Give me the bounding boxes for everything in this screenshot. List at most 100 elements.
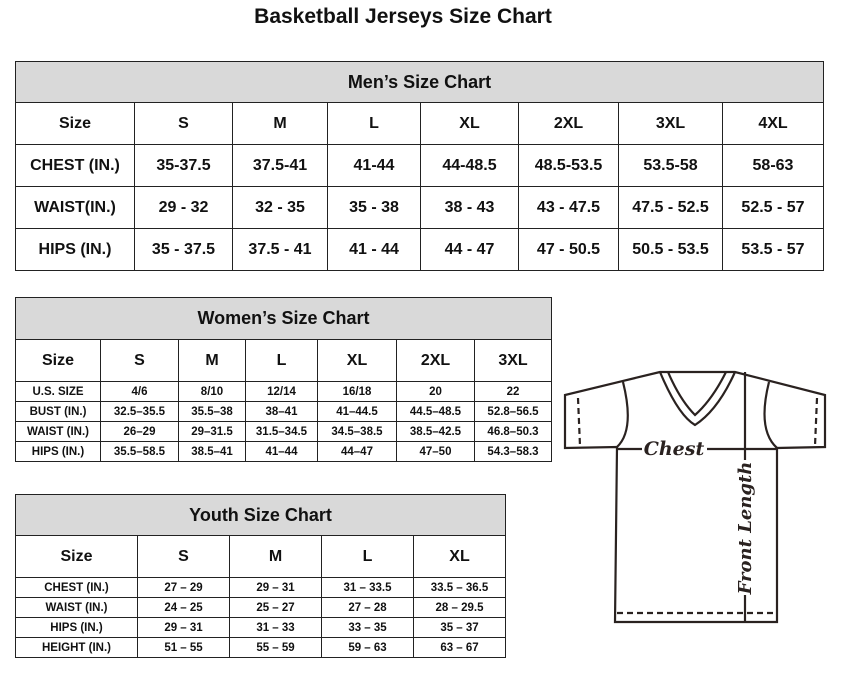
value-cell: 29 – 31 — [137, 617, 230, 638]
chest-label: Chest — [644, 438, 705, 460]
size-header-cell: 3XL — [618, 102, 723, 145]
value-cell: 12/14 — [245, 381, 318, 402]
value-cell: 32.5–35.5 — [100, 401, 179, 422]
value-cell: 27 – 29 — [137, 577, 230, 598]
value-cell: 26–29 — [100, 421, 179, 442]
value-cell: 38.5–41 — [178, 441, 246, 462]
value-cell: 43 - 47.5 — [518, 186, 619, 229]
measure-label: HEIGHT (IN.) — [15, 637, 138, 658]
value-cell: 25 – 27 — [229, 597, 322, 618]
page-title: Basketball Jerseys Size Chart — [254, 5, 552, 28]
measure-label: WAIST (IN.) — [15, 597, 138, 618]
value-cell: 52.8–56.5 — [473, 401, 553, 422]
value-cell: 27 – 28 — [321, 597, 414, 618]
jersey-outline — [563, 370, 827, 624]
value-cell: 37.5 - 41 — [232, 228, 328, 271]
value-cell: 38–41 — [245, 401, 318, 422]
value-cell: 32 - 35 — [232, 186, 328, 229]
size-header-cell: L — [327, 102, 421, 145]
size-header-cell: S — [134, 102, 233, 145]
size-header-cell: M — [229, 535, 322, 578]
size-header-cell: M — [232, 102, 328, 145]
measure-label: HIPS (IN.) — [15, 228, 135, 271]
size-header-cell: S — [100, 339, 179, 382]
table-row: CHEST (IN.) 35-37.5 37.5-41 41-44 44-48.5 48.… — [15, 144, 824, 187]
value-cell: 51 – 55 — [137, 637, 230, 658]
value-cell: 35.5–38 — [178, 401, 246, 422]
value-cell: 29 – 31 — [229, 577, 322, 598]
value-cell: 47.5 - 52.5 — [618, 186, 723, 229]
value-cell: 44-48.5 — [420, 144, 519, 187]
value-cell: 4/6 — [100, 381, 179, 402]
value-cell: 41 - 44 — [327, 228, 421, 271]
value-cell: 35 – 37 — [412, 617, 507, 638]
size-header-cell: Size — [15, 535, 138, 578]
front-length-label: Front Length — [735, 462, 756, 596]
size-header-cell: 4XL — [722, 102, 824, 145]
table-row: WAIST (IN.) 24 – 25 25 – 27 27 – 28 28 – 29.… — [15, 597, 507, 618]
value-cell: 53.5 - 57 — [722, 228, 824, 271]
measure-label: WAIST (IN.) — [15, 421, 101, 442]
value-cell: 34.5–38.5 — [317, 421, 397, 442]
value-cell: 22 — [473, 381, 553, 402]
table-row: HIPS (IN.) 29 – 31 31 – 33 33 – 35 35 – 37 — [15, 617, 507, 638]
value-cell: 44–47 — [317, 441, 397, 462]
value-cell: 53.5-58 — [618, 144, 723, 187]
value-cell: 47–50 — [396, 441, 475, 462]
measure-label: CHEST (IN.) — [15, 144, 135, 187]
value-cell: 35 - 38 — [327, 186, 421, 229]
measure-label: U.S. SIZE — [15, 381, 101, 402]
value-cell: 47 - 50.5 — [518, 228, 619, 271]
value-cell: 29 - 32 — [134, 186, 233, 229]
size-header-cell: M — [178, 339, 246, 382]
value-cell: 38.5–42.5 — [396, 421, 475, 442]
value-cell: 35-37.5 — [134, 144, 233, 187]
value-cell: 50.5 - 53.5 — [618, 228, 723, 271]
value-cell: 35 - 37.5 — [134, 228, 233, 271]
size-header-cell: L — [245, 339, 318, 382]
table-row: CHEST (IN.) 27 – 29 29 – 31 31 – 33.5 33.5 –… — [15, 577, 507, 598]
value-cell: 44.5–48.5 — [396, 401, 475, 422]
size-header-cell: 2XL — [396, 339, 475, 382]
value-cell: 20 — [396, 381, 475, 402]
men-chart-title: Men’s Size Chart — [15, 61, 824, 103]
size-header-cell: XL — [412, 535, 507, 578]
measure-label: HIPS (IN.) — [15, 441, 101, 462]
jersey-diagram: Chest Front Length — [563, 370, 827, 624]
value-cell: 33 – 35 — [321, 617, 414, 638]
value-cell: 29–31.5 — [178, 421, 246, 442]
measure-label: HIPS (IN.) — [15, 617, 138, 638]
table-row: HIPS (IN.) 35 - 37.5 37.5 - 41 41 - 44 44 - … — [15, 228, 824, 271]
size-header-cell: Size — [15, 339, 101, 382]
value-cell: 28 – 29.5 — [412, 597, 507, 618]
youth-chart-title: Youth Size Chart — [14, 494, 507, 536]
table-row: WAIST (IN.) 26–29 29–31.5 31.5–34.5 34.5–38.… — [15, 421, 553, 442]
value-cell: 41–44.5 — [317, 401, 397, 422]
value-cell: 59 – 63 — [321, 637, 414, 658]
value-cell: 58-63 — [722, 144, 824, 187]
measure-label: BUST (IN.) — [15, 401, 101, 422]
size-header-cell: XL — [420, 102, 519, 145]
table-row: HEIGHT (IN.) 51 – 55 55 – 59 59 – 63 63 – 67 — [15, 637, 507, 658]
women-chart-title: Women’s Size Chart — [14, 297, 553, 340]
size-header-cell: L — [321, 535, 414, 578]
womens-size-table: Women’s Size Chart Size S M L XL 2XL 3XL U.S. SI… — [14, 297, 553, 462]
value-cell: 46.8–50.3 — [473, 421, 553, 442]
table-row: U.S. SIZE 4/6 8/10 12/14 16/18 20 22 — [15, 381, 553, 402]
value-cell: 44 - 47 — [420, 228, 519, 271]
measure-label: CHEST (IN.) — [15, 577, 138, 598]
size-header-cell: 2XL — [518, 102, 619, 145]
value-cell: 37.5-41 — [232, 144, 328, 187]
value-cell: 8/10 — [178, 381, 246, 402]
table-row: HIPS (IN.) 35.5–58.5 38.5–41 41–44 44–47 47–5… — [15, 441, 553, 462]
value-cell: 24 – 25 — [137, 597, 230, 618]
youth-size-table: Youth Size Chart Size S M L XL CHEST (IN.) 27 –… — [14, 494, 507, 658]
measure-label: WAIST(IN.) — [15, 186, 135, 229]
table-row: WAIST(IN.) 29 - 32 32 - 35 35 - 38 38 - 43 43… — [15, 186, 824, 229]
mens-size-table: Men’s Size Chart Size S M L XL 2XL 3XL 4XL CHEST … — [15, 61, 824, 271]
value-cell: 41–44 — [245, 441, 318, 462]
value-cell: 54.3–58.3 — [473, 441, 553, 462]
value-cell: 38 - 43 — [420, 186, 519, 229]
value-cell: 48.5-53.5 — [518, 144, 619, 187]
table-row: BUST (IN.) 32.5–35.5 35.5–38 38–41 41–44.5 44… — [15, 401, 553, 422]
